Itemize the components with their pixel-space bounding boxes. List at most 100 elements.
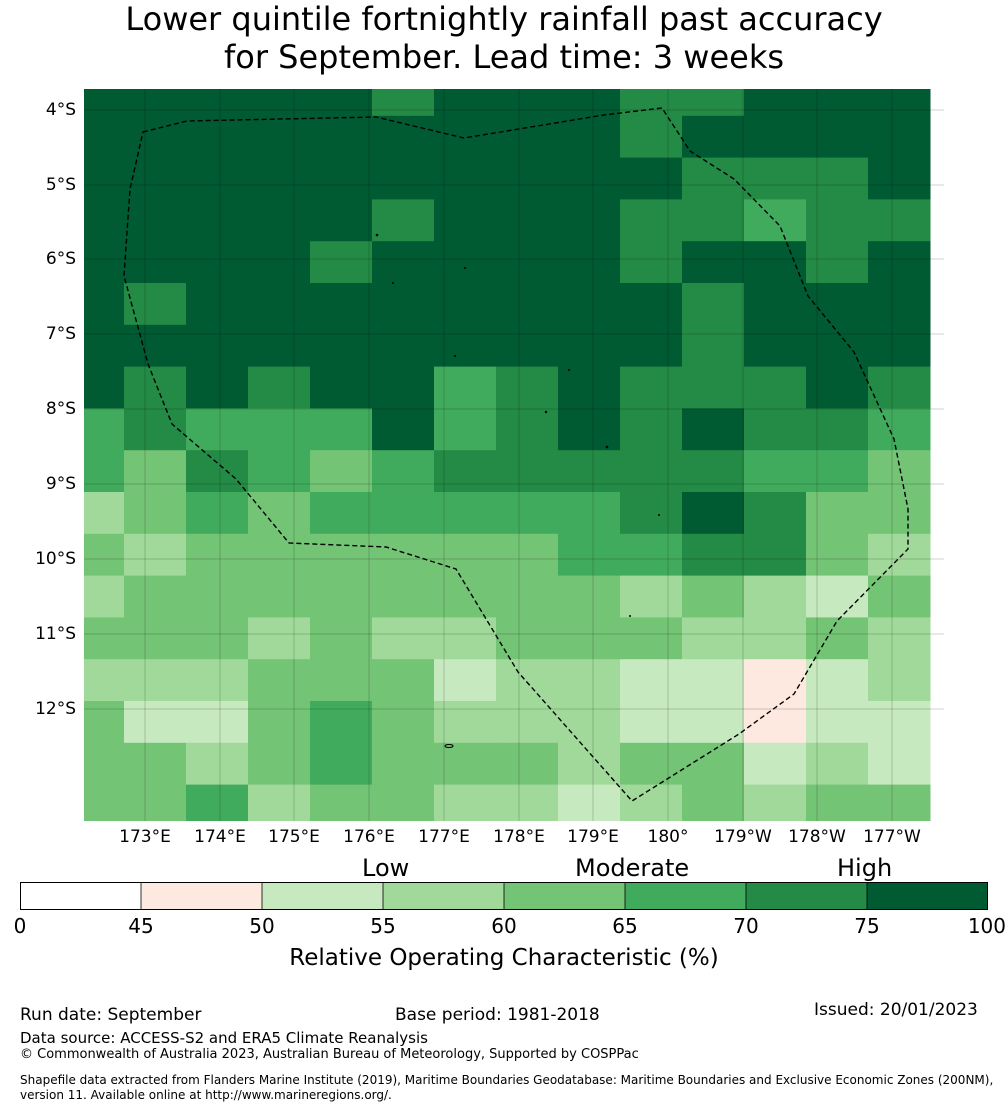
category-moderate-label: Moderate [575,854,690,882]
grid-cell [682,617,745,660]
latitude-label: 4°S [45,100,76,120]
grid-cell [806,89,869,117]
colorbar-tick-label: 45 [128,914,154,938]
island [544,410,548,414]
colorbar-tick-label: 100 [967,914,1006,938]
grid-cell [558,366,621,409]
grid-cell [496,408,559,451]
grid-cell [186,492,249,535]
grid-cell [372,366,435,409]
grid-cell [124,199,187,242]
map-title: Lower quintile fortnightly rainfall past… [0,0,1008,76]
island [658,514,660,516]
island [454,355,456,357]
grid-cell [248,157,311,200]
shapefile-note-line-1: Shapefile data extracted from Flanders M… [20,1073,994,1087]
grid-cell [620,324,683,368]
grid-cell [310,89,373,117]
grid-cell [434,89,497,117]
longitude-label: 178°E [493,827,545,847]
grid-cell [434,659,497,702]
grid-cell [682,575,745,618]
grid-cell [620,157,683,200]
grid-cell [310,366,373,409]
colorbar-segment [746,882,867,910]
grid-cell [248,89,311,117]
grid-cell [806,324,869,368]
grid-cell [84,408,125,451]
grid-cell [248,241,311,284]
island [392,282,394,284]
grid-cell [868,742,931,786]
grid-cell [682,241,745,284]
island [629,615,631,617]
colorbar-tick-label: 65 [612,914,638,938]
island [605,445,609,449]
longitude-label: 175°E [268,827,320,847]
grid-cell [186,742,249,786]
island [375,233,379,237]
grid-cell [372,408,435,451]
grid-cell [868,450,931,493]
grid-cell [682,283,745,326]
grid-cell [496,115,559,159]
grid-cell [558,450,621,493]
grid-cell [434,199,497,242]
grid-cell [372,742,435,786]
longitude-label: 180° [647,827,689,847]
grid-cell [84,366,125,409]
colorbar-tick-label: 60 [491,914,517,938]
grid-cell [310,784,373,821]
grid-cell [744,283,807,326]
grid-cell [744,784,807,821]
grid-cell [744,157,807,200]
grid-cell [620,283,683,326]
grid-cell [868,324,931,368]
grid-cell [496,366,559,409]
grid-cell [84,283,125,326]
grid-cell [310,701,373,744]
grid-cell [248,533,311,577]
category-low-label: Low [362,854,410,882]
grid-cell [84,157,125,200]
grid-cell [806,492,869,535]
grid-cell [620,617,683,660]
grid-cell [744,659,807,702]
grid-cell [124,492,187,535]
grid-cell [84,742,125,786]
grid-cell [496,283,559,326]
grid-cell [310,408,373,451]
grid-cell [496,157,559,200]
grid-cell [682,199,745,242]
grid-cell [496,89,559,117]
grid-cell [558,492,621,535]
island [568,369,570,371]
grid-cell [620,659,683,702]
data-source: Data source: ACCESS-S2 and ERA5 Climate … [20,1029,428,1047]
grid-cell [248,408,311,451]
grid-cell [186,575,249,618]
title-line-1: Lower quintile fortnightly rainfall past… [125,0,883,38]
grid-cell [558,784,621,821]
grid-cell [124,617,187,660]
grid-cell [744,450,807,493]
grid-cell [310,742,373,786]
grid-cell [372,450,435,493]
grid-cell [496,324,559,368]
grid-cell [682,659,745,702]
island [464,267,466,269]
grid-cell [868,283,931,326]
longitude-label: 178°W [788,827,846,847]
grid-cell [620,450,683,493]
grid-cell [248,659,311,702]
grid-cell [682,742,745,786]
grid-cell [744,199,807,242]
grid-cell [496,742,559,786]
grid-cell [186,283,249,326]
latitude-label: 7°S [45,324,76,344]
shapefile-note-line-2: version 11. Available online at http://w… [20,1088,392,1102]
grid-cell [248,324,311,368]
grid-cell [868,115,931,159]
grid-cell [806,157,869,200]
grid-cell [434,784,497,821]
